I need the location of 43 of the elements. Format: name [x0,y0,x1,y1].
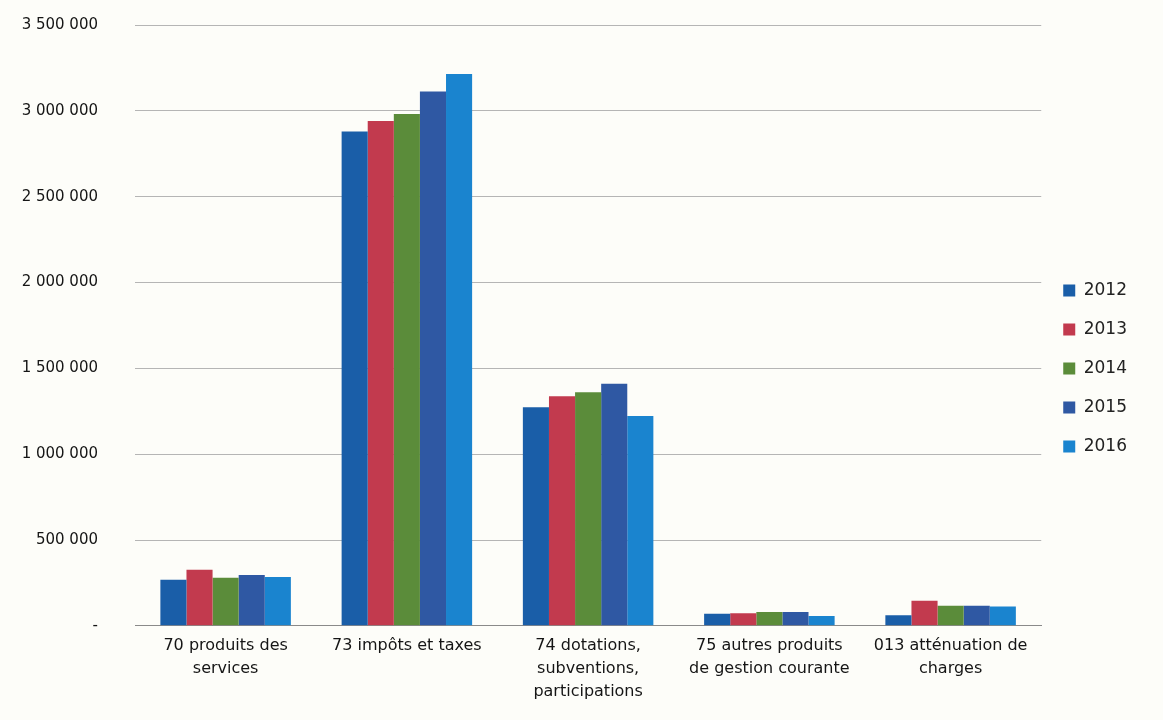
legend-label: 2016 [1083,434,1127,455]
bar [782,612,809,626]
bar [238,575,265,626]
bar [575,392,602,626]
bar [704,613,731,626]
bar [264,577,291,626]
bar [937,605,964,626]
y-tick-label: 500 000 [35,529,98,548]
x-tick-label: 013 atténuation de charges [873,635,1028,678]
legend-label: 2013 [1083,317,1127,338]
y-tick-label: 2 500 000 [21,186,98,205]
y-tick-label: 3 500 000 [21,14,98,33]
bar [548,396,576,626]
y-tick-label: 3 000 000 [21,100,98,119]
bar [885,615,912,626]
bar [393,113,420,626]
bar [186,569,213,626]
bar [601,383,628,626]
bar [212,577,239,626]
bar [989,606,1016,626]
y-tick-label: 1 000 000 [21,444,98,463]
bar [341,131,368,626]
bar [911,600,938,626]
legend-label: 2015 [1083,395,1127,416]
bar [730,613,757,626]
x-tick-label: 75 autres produits de gestion courante [689,635,850,678]
bar [367,120,394,626]
bar [160,579,187,626]
y-tick-label: - [92,615,98,634]
bar [522,407,549,626]
bar [808,615,835,626]
y-tick-label: 2 000 000 [21,272,98,291]
bar [627,415,654,626]
x-tick-label: 70 produits des services [163,635,288,678]
bar [419,91,447,626]
bar [756,612,783,626]
x-tick-label: 73 impôts et taxes [332,635,482,655]
x-tick-label: 74 dotations, subventions, participations [533,635,643,700]
legend-label: 2012 [1083,278,1127,299]
bar [446,74,473,626]
y-tick-label: 1 500 000 [21,358,98,377]
bar [963,605,990,626]
legend-label: 2014 [1083,356,1127,377]
